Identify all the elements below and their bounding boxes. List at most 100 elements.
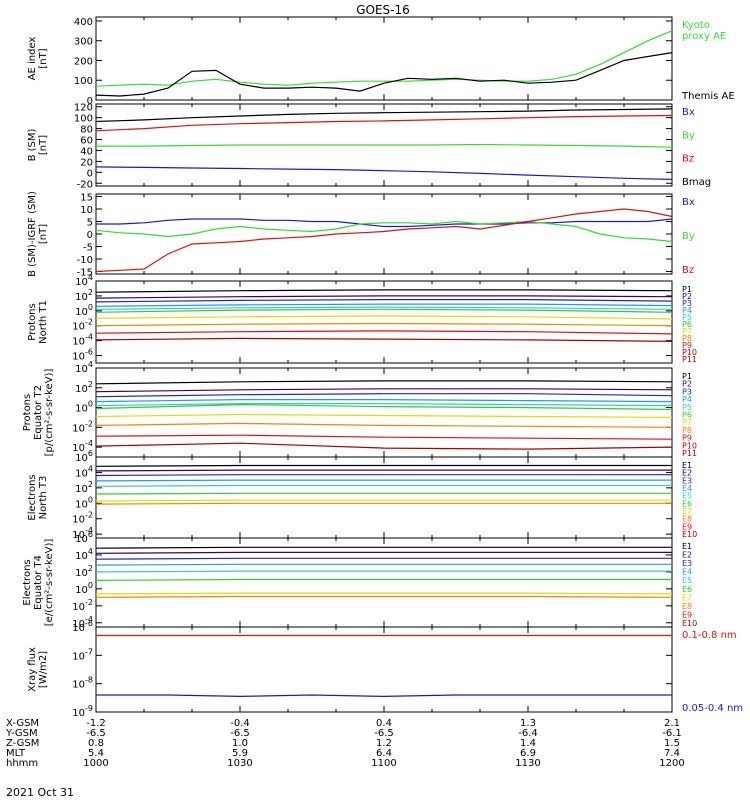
panel-5-ytick-label-exp: -2 — [85, 419, 93, 428]
xaxis-row-value: 1.5 — [664, 738, 680, 749]
panel-6-ytick-label: 102 — [75, 480, 93, 495]
series-line-p10 — [95, 442, 673, 450]
legend-p2: P2 — [682, 292, 692, 301]
legend-by: By — [682, 130, 695, 141]
panel-5-ylabel: ProtonsEquator T2[p/(cm²-s-sr-keV)] — [22, 369, 55, 457]
legend-p10: P10 — [682, 441, 697, 450]
legend-line: E2 — [682, 551, 692, 560]
xaxis-row-value: -1.2 — [86, 718, 106, 729]
panel-4-ytick-label: 10-4 — [72, 333, 93, 348]
xaxis-row-value: 1.4 — [520, 738, 536, 749]
legend-line: P4 — [682, 395, 692, 404]
panel-4-ytick-label-exp: 2 — [88, 288, 93, 297]
legend-e9: E9 — [682, 610, 692, 619]
legend-p1: P1 — [682, 285, 692, 294]
panel-6-ytick-label-exp: 6 — [88, 449, 93, 458]
panel-8-ytick-label-exp: -6 — [85, 619, 93, 628]
panel-3-ytick-label: 5 — [87, 218, 93, 229]
legend-e5: E5 — [682, 492, 692, 501]
legend-line: E2 — [682, 469, 692, 478]
legend-p6: P6 — [682, 320, 692, 329]
series-line-e5 — [95, 484, 672, 487]
panel-1-ytick-label: 100 — [74, 76, 93, 87]
series-line-0-05-0-4-nm — [96, 694, 672, 698]
series-line-e2 — [95, 469, 672, 472]
legend-e8: E8 — [682, 515, 692, 524]
legend-p11: P11 — [682, 449, 697, 458]
xaxis-row-value: 1130 — [515, 758, 540, 769]
panel-5-ytick-label: 102 — [75, 380, 93, 395]
panel-3-ylabel: B (SM)-IGRF (SM)[nT] — [27, 191, 49, 277]
legend-e2: E2 — [682, 469, 692, 478]
panel-2-ytick-label: 20 — [80, 157, 93, 168]
legend-bz: Bz — [682, 265, 694, 276]
series-line-by — [96, 143, 673, 148]
panel-7-ylabel-line: Equator T4 — [33, 555, 44, 610]
panel-3-ytick-label: 10 — [80, 205, 93, 216]
legend-line: P2 — [682, 380, 692, 389]
legend-p1: P1 — [682, 372, 692, 381]
series-line-e7 — [95, 499, 672, 502]
panel-6-ylabel: ElectronsNorth T3 — [27, 474, 49, 520]
legend-line: P6 — [682, 320, 692, 329]
xaxis-row-label: X-GSM — [6, 718, 39, 729]
panel-8-ytick-label: 10-9 — [72, 704, 93, 719]
series-line-p7 — [95, 413, 673, 418]
xaxis-row-value: 1030 — [227, 758, 252, 769]
panel-6-ytick-label-exp: 2 — [88, 480, 93, 489]
panel-8-ytick-label-exp: -7 — [85, 647, 93, 656]
panel-7-ylabel-line: Electrons — [22, 559, 33, 605]
panel-2-ytick-label: 40 — [80, 146, 93, 157]
series-line-p2 — [95, 295, 673, 299]
panel-6-ytick-label-exp: 0 — [88, 495, 93, 504]
legend-line: P7 — [682, 327, 692, 336]
series-line-e6 — [95, 492, 672, 495]
panel-7-ytick-label: 102 — [75, 564, 93, 579]
x-axis-table: X-GSM -1.2 -0.4 0.4 1.3 2.1 Y-GSM -6.5 -6.5 -6.5 -… — [5, 718, 685, 769]
legend-line: P3 — [682, 299, 692, 308]
series-line-e3 — [95, 474, 672, 477]
panel-1-ytick-label: 400 — [74, 17, 93, 28]
series-line-p1 — [95, 380, 673, 385]
series-line-e4 — [95, 479, 672, 482]
xaxis-row-value: -6.5 — [230, 728, 250, 739]
panel-7-ytick-label-exp: -2 — [85, 598, 93, 607]
series-line-bx — [96, 218, 673, 228]
legend-p4: P4 — [682, 306, 692, 315]
panel-7-ytick-label-exp: 4 — [88, 547, 93, 556]
legend-e7: E7 — [682, 507, 692, 516]
series-line-e4 — [95, 563, 672, 566]
panel-4-ytick-label-exp: -4 — [85, 333, 93, 342]
panel-6-ytick-label-exp: -2 — [85, 511, 93, 520]
xaxis-row-value: 1.0 — [232, 738, 248, 749]
legend-p8: P8 — [682, 426, 692, 435]
series-line-p3 — [95, 393, 673, 398]
panel-3-ytick-label: -15 — [77, 268, 93, 279]
panel-2-ytick-label: 100 — [74, 114, 93, 125]
series-line-by — [95, 220, 673, 243]
series-line-p1 — [95, 289, 673, 293]
legend-line: P8 — [682, 334, 692, 343]
panel-3-ytick-label: -5 — [83, 243, 93, 254]
legend-p3: P3 — [682, 387, 692, 396]
panel-8-ytick-label: 10-7 — [72, 647, 93, 662]
legend-line: E7 — [682, 507, 692, 516]
legend-line: P10 — [682, 441, 697, 450]
panel-8-ylabel-line: Xray flux — [27, 647, 38, 692]
panel-5-ytick-label-exp: 2 — [88, 380, 93, 389]
panel-6-ylabel-line: Electrons — [27, 474, 38, 520]
panel-1-ylabel: AE index[nT] — [27, 37, 49, 81]
series-line-p9 — [95, 434, 673, 440]
panel-5-ylabel-line: [p/(cm²-s-sr-keV)] — [44, 369, 55, 457]
panel-2-ytick-label: 80 — [80, 125, 93, 136]
panel-7-ytick-label-exp: -4 — [85, 615, 93, 624]
legend-line: P11 — [682, 355, 697, 364]
series-line-bz — [95, 114, 673, 132]
panel-2-ylabel-line: [nT] — [38, 135, 49, 155]
panel-6-ytick-label-exp: -4 — [85, 526, 93, 535]
legend-line: E10 — [682, 530, 697, 539]
legend-p3: P3 — [682, 299, 692, 308]
